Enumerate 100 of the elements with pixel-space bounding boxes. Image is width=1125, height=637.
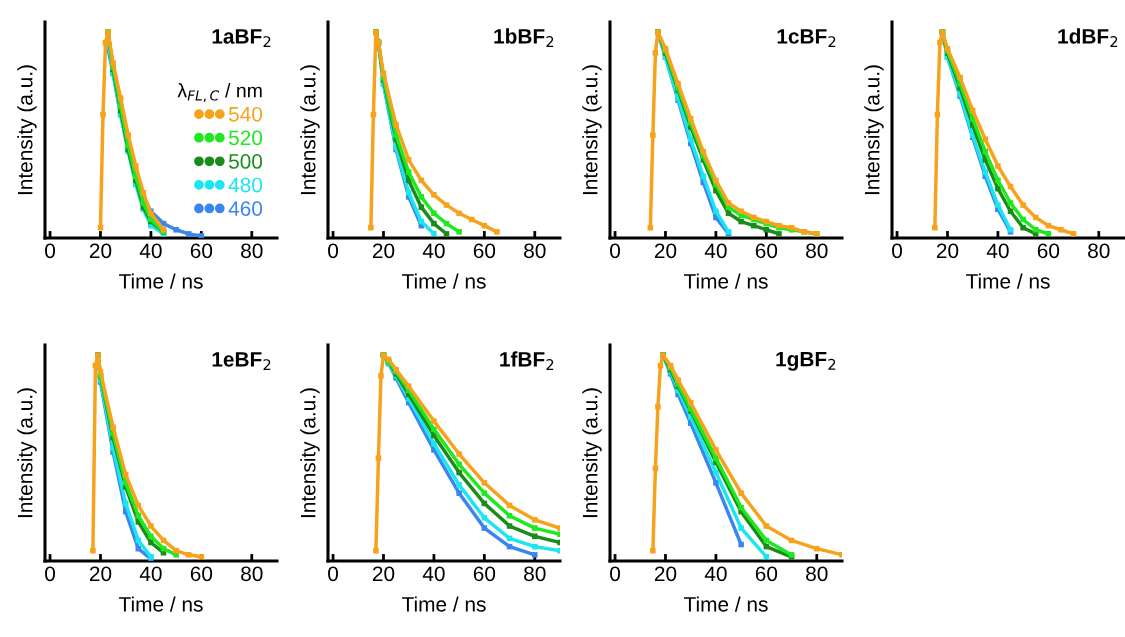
x-axis-title: Time / ns xyxy=(119,273,203,289)
point xyxy=(506,523,513,529)
point xyxy=(957,74,963,81)
x-tick-label: 80 xyxy=(1088,243,1110,259)
x-tick-label: 80 xyxy=(806,243,828,259)
x-tick-label: 40 xyxy=(139,243,162,259)
point xyxy=(481,480,488,486)
point xyxy=(110,60,116,66)
x-tick-label: 80 xyxy=(241,243,263,259)
x-tick-label: 60 xyxy=(755,566,778,582)
point xyxy=(738,504,744,511)
point xyxy=(110,424,116,431)
point xyxy=(494,229,500,235)
y-axis-title: Intensity (a.u.) xyxy=(582,388,602,518)
point xyxy=(375,455,382,461)
y-axis-title: Intensity (a.u.) xyxy=(300,388,320,518)
point xyxy=(140,189,147,196)
x-tick-label: 80 xyxy=(524,243,546,259)
point xyxy=(932,224,938,231)
point xyxy=(532,525,538,531)
point xyxy=(185,552,192,558)
x-tick-label: 0 xyxy=(610,243,621,259)
point xyxy=(148,539,154,546)
x-tick-label: 0 xyxy=(45,243,56,259)
point xyxy=(713,208,719,215)
point xyxy=(431,440,437,447)
point xyxy=(405,383,412,389)
chart-title: 1fBF$_{2}$ xyxy=(500,351,554,370)
point xyxy=(995,177,1001,184)
point xyxy=(675,80,681,87)
x-tick-label: 20 xyxy=(89,566,112,582)
point xyxy=(1032,214,1039,221)
legend-label: 540 xyxy=(228,106,263,122)
x-tick-label: 80 xyxy=(241,566,263,582)
point xyxy=(532,517,538,523)
point xyxy=(185,231,192,237)
point xyxy=(405,157,412,163)
point xyxy=(100,111,106,118)
point xyxy=(738,525,744,531)
point xyxy=(456,210,462,217)
point xyxy=(418,204,425,210)
x-axis-title: Time / ns xyxy=(402,273,486,289)
point xyxy=(713,177,719,184)
point xyxy=(481,490,488,496)
x-axis-title: Time / ns xyxy=(119,596,203,612)
x-tick-label: 80 xyxy=(524,566,546,582)
point xyxy=(763,523,770,529)
point xyxy=(713,447,719,453)
point xyxy=(1020,216,1026,223)
point xyxy=(378,373,384,379)
x-tick-label: 60 xyxy=(190,243,213,259)
point xyxy=(418,194,425,200)
point xyxy=(368,224,374,231)
x-tick-label: 20 xyxy=(936,243,959,259)
chart-title: 1eBF$_{2}$ xyxy=(212,352,271,370)
x-tick-label: 60 xyxy=(190,566,213,582)
y-axis-title: Intensity (a.u.) xyxy=(300,65,320,195)
x-tick-label: 40 xyxy=(139,566,162,582)
x-tick-label: 40 xyxy=(704,566,727,582)
point xyxy=(937,39,943,46)
x-axis-title: Time / ns xyxy=(684,273,768,289)
chart-title: 1bBF$_{2}$ xyxy=(494,28,554,47)
point xyxy=(776,231,782,237)
point xyxy=(97,368,104,375)
point xyxy=(468,216,475,223)
point xyxy=(738,218,744,225)
chart-title: 1gBF$_{2}$ xyxy=(776,351,836,371)
point xyxy=(456,482,462,488)
point xyxy=(443,202,450,208)
point xyxy=(1070,231,1077,237)
chart-title: 1aBF$_{2}$ xyxy=(212,29,271,47)
x-tick-label: 80 xyxy=(806,566,828,582)
point xyxy=(995,202,1001,208)
x-tick-label: 60 xyxy=(473,566,496,582)
point xyxy=(650,132,656,138)
legend-title: λ$_{FL,C}$ / nm xyxy=(177,83,262,102)
y-axis-title: Intensity (a.u.) xyxy=(17,65,37,195)
point xyxy=(713,469,719,476)
legend-label: 520 xyxy=(228,130,263,146)
point xyxy=(675,377,681,383)
x-tick-label: 20 xyxy=(89,243,112,259)
x-tick-label: 40 xyxy=(704,243,727,259)
point xyxy=(481,525,488,531)
point xyxy=(125,132,131,138)
point xyxy=(650,547,656,554)
point xyxy=(133,163,139,169)
point xyxy=(148,533,154,540)
point xyxy=(982,169,989,175)
point xyxy=(1007,200,1014,206)
point xyxy=(995,163,1001,169)
x-axis-title: Time / ns xyxy=(684,596,768,612)
point xyxy=(1007,208,1014,215)
x-tick-label: 20 xyxy=(372,243,395,259)
x-tick-label: 20 xyxy=(654,566,677,582)
legend-label: 500 xyxy=(228,154,263,169)
x-axis-title: Time / ns xyxy=(402,596,486,612)
point xyxy=(982,136,989,143)
point xyxy=(173,547,179,554)
y-axis-title: Intensity (a.u.) xyxy=(17,388,37,518)
x-axis-title: Time / ns xyxy=(966,273,1050,289)
